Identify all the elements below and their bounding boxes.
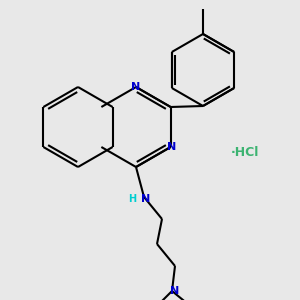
Text: H: H xyxy=(128,194,136,204)
Text: N: N xyxy=(141,194,151,204)
Text: ·HCl: ·HCl xyxy=(231,146,259,158)
Text: N: N xyxy=(170,286,180,296)
Text: N: N xyxy=(167,142,176,152)
Text: N: N xyxy=(131,82,141,92)
